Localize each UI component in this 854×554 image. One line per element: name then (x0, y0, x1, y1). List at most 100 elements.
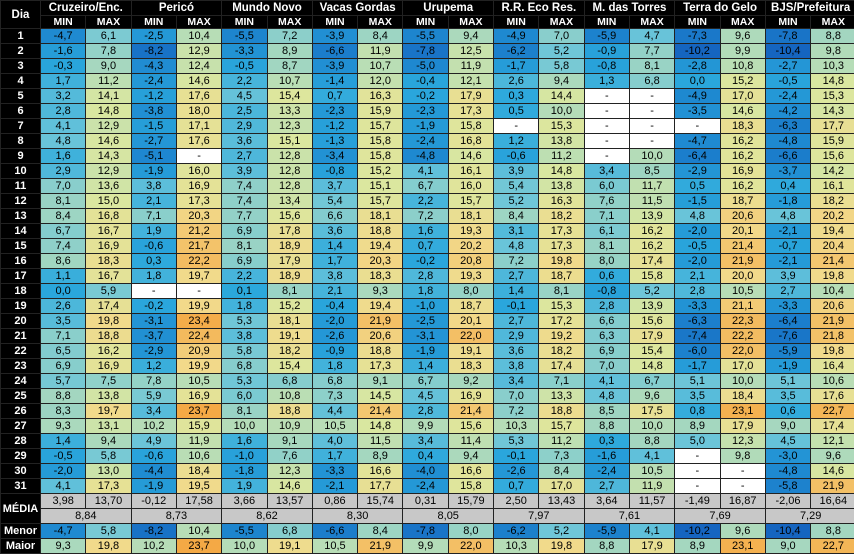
day-label: 6 (0, 103, 41, 119)
temp-cell: 9,6 (719, 28, 766, 44)
temp-cell: - (175, 148, 223, 164)
temp-cell: 16,9 (447, 388, 495, 404)
temp-cell: -6,6 (311, 43, 359, 59)
temp-cell: 18,8 (538, 403, 585, 419)
menor-cell: 5,2 (538, 523, 585, 539)
temp-cell: - (628, 133, 676, 149)
temp-cell: -0,2 (402, 253, 449, 269)
temp-cell: 7,1 (583, 208, 630, 224)
min-header: MIN (764, 15, 812, 29)
temp-cell: 22,3 (719, 313, 766, 329)
temp-cell: -2,6 (311, 328, 359, 344)
temp-cell: 22,0 (719, 343, 766, 359)
temp-cell: 1,4 (493, 283, 540, 299)
temp-cell: 18,8 (85, 328, 132, 344)
temp-cell: 9,4 (447, 28, 495, 44)
table-row: 29 -0,5 5,8 -0,6 10,6 -1,0 7,6 1,7 8,9 0,4 9,4 -0,1… (0, 448, 854, 464)
media-cell: -2,06 (764, 493, 812, 509)
temp-cell: 23,4 (175, 313, 223, 329)
temp-cell: 3,2 (39, 88, 87, 104)
station-header: Cruzeiro/Enc. (40, 0, 132, 16)
temp-cell: 20,6 (719, 208, 766, 224)
temp-cell: 15,8 (447, 118, 495, 134)
media-avg-cell: 8,84 (40, 508, 132, 524)
temp-cell: -1,9 (402, 118, 449, 134)
temp-cell: 4,5 (402, 388, 449, 404)
media-cell: 3,66 (221, 493, 268, 509)
temp-cell: 20,0 (719, 268, 766, 284)
temp-cell: -1,5 (674, 193, 721, 209)
temp-cell: -3,9 (311, 58, 359, 74)
temp-cell: 17,6 (810, 388, 854, 404)
temp-cell: 3,8 (311, 268, 359, 284)
temp-cell: 15,9 (175, 418, 223, 434)
day-label: 25 (0, 388, 41, 404)
temp-cell: 10,7 (266, 73, 313, 89)
temp-cell: 16,0 (175, 163, 223, 179)
temp-cell: - (674, 463, 721, 479)
temp-cell: -3,0 (764, 448, 812, 464)
temp-cell: 20,2 (810, 208, 854, 224)
media-cell: 17,58 (175, 493, 223, 509)
temp-cell: 4,8 (583, 388, 630, 404)
temp-cell: -0,6 (493, 148, 540, 164)
temp-cell: 13,8 (538, 133, 585, 149)
temp-cell: -10,2 (674, 43, 721, 59)
media-avg-cell: 7,61 (583, 508, 676, 524)
media-cell: 2,50 (493, 493, 540, 509)
temp-cell: 19,1 (447, 343, 495, 359)
temp-cell: 6,8 (311, 373, 359, 389)
maior-cell: 19,1 (266, 538, 313, 554)
temp-cell: 2,2 (402, 193, 449, 209)
temp-cell: -2,0 (674, 253, 721, 269)
temp-cell: 17,3 (85, 478, 132, 494)
media-cell: -0,12 (130, 493, 177, 509)
temp-cell: 10,8 (266, 388, 313, 404)
header-dia: Dia (0, 0, 41, 29)
day-label: 28 (0, 433, 41, 449)
temp-cell: 4,7 (628, 28, 676, 44)
temp-cell: 2,7 (221, 148, 268, 164)
station-header: Urupema (402, 0, 495, 16)
temp-cell: 18,3 (719, 118, 766, 134)
temp-cell: 13,3 (266, 103, 313, 119)
temp-cell: 2,7 (493, 268, 540, 284)
temp-cell: 3,4 (583, 163, 630, 179)
temp-cell: 14,6 (175, 73, 223, 89)
temp-cell: 3,6 (493, 343, 540, 359)
menor-cell: 8,8 (810, 523, 854, 539)
temp-cell: 17,4 (628, 253, 676, 269)
media-cell: 13,70 (85, 493, 132, 509)
temp-cell: -2,4 (764, 88, 812, 104)
temp-cell: 6,7 (402, 373, 449, 389)
temp-cell: 7,1 (130, 208, 177, 224)
temp-cell: -6,4 (764, 313, 812, 329)
temp-cell: -2,4 (583, 463, 630, 479)
temp-cell: 20,6 (357, 328, 404, 344)
temp-cell: 0,3 (583, 433, 630, 449)
day-label: 2 (0, 43, 41, 59)
temp-cell: 17,9 (719, 418, 766, 434)
temp-cell: 10,9 (266, 418, 313, 434)
temp-cell: 15,4 (266, 88, 313, 104)
temp-cell: 22,4 (175, 328, 223, 344)
temp-cell: -3,3 (311, 463, 359, 479)
temp-cell: -5,9 (583, 28, 630, 44)
temp-cell: 11,4 (447, 433, 495, 449)
media-cell: 13,43 (538, 493, 585, 509)
temp-cell: 10,0 (628, 148, 676, 164)
temp-cell: 5,3 (221, 373, 268, 389)
table-row: 18 0,0 5,9- -0,1 8,1 2,1 9,3 1,8 8,0 1,4 8,1 -0,8 5,… (0, 283, 854, 299)
temp-cell: 19,7 (85, 403, 132, 419)
temp-cell: 16,3 (538, 193, 585, 209)
temp-cell: 3,9 (764, 268, 812, 284)
temp-cell: -2,1 (764, 223, 812, 239)
temp-cell: 6,3 (583, 328, 630, 344)
temp-cell: 10,7 (357, 58, 404, 74)
table-row: 8 4,8 14,6 -2,7 17,6 3,6 15,1 -1,3 15,8 -2,4 16,8 1… (0, 133, 854, 149)
day-label: 24 (0, 373, 41, 389)
media-avg-cell: 7,29 (764, 508, 854, 524)
temp-cell: 0,0 (674, 73, 721, 89)
temp-cell: 5,3 (221, 313, 268, 329)
maior-cell: 23,1 (719, 538, 766, 554)
